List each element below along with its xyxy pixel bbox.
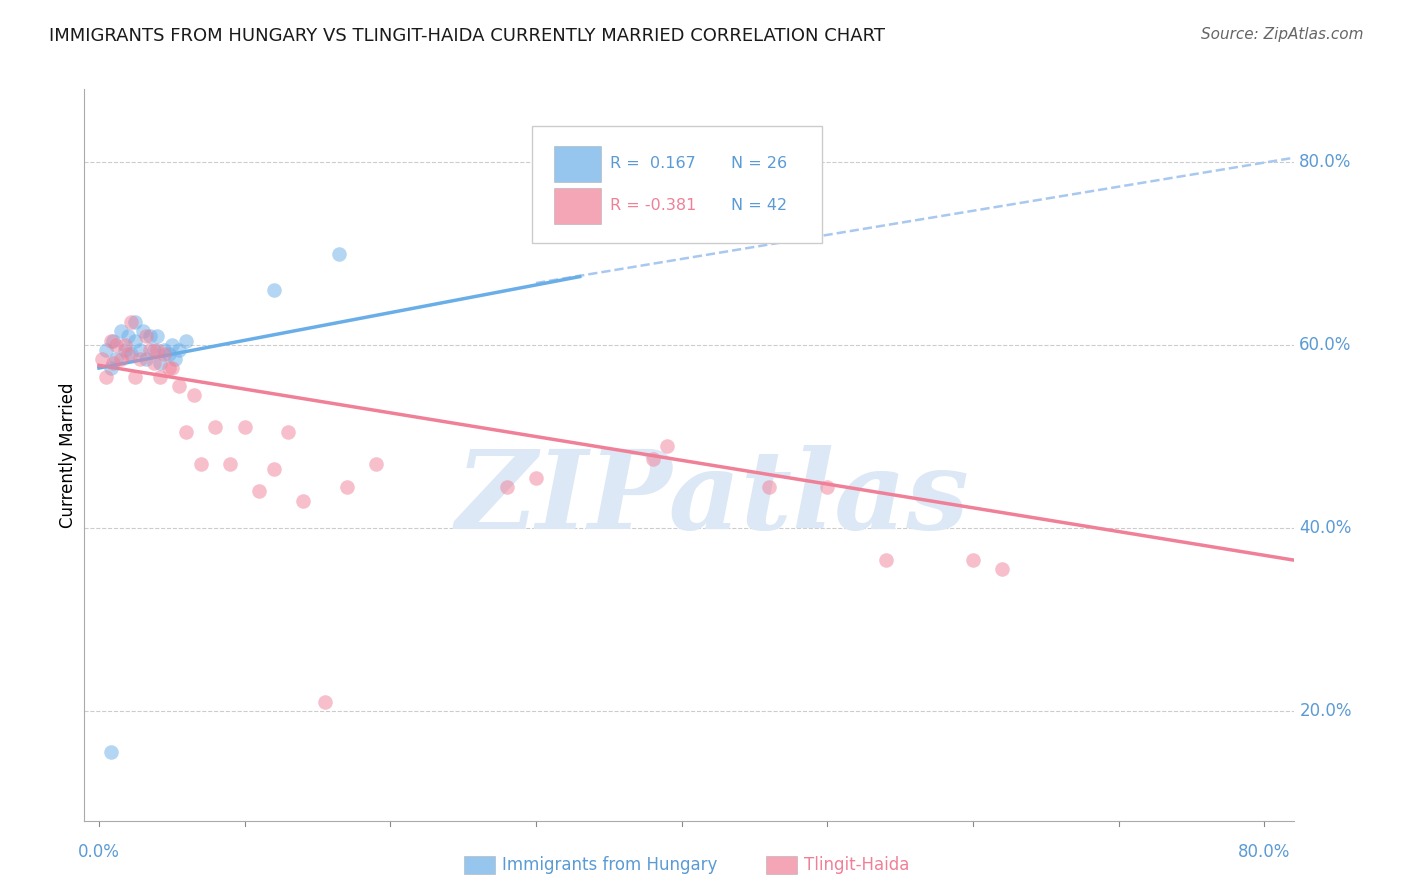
Point (524, 471, 547, 485)
Point (139, 329, 162, 343)
Text: 80.0%: 80.0% (1299, 153, 1351, 171)
Point (117, 347, 139, 361)
Point (157, 347, 180, 361)
Point (176, 334, 198, 348)
Text: 0.0%: 0.0% (77, 844, 120, 862)
Point (233, 420, 256, 434)
Point (100, 745, 122, 759)
Point (167, 343, 190, 357)
Point (124, 315, 146, 329)
Text: 20.0%: 20.0% (1299, 702, 1351, 720)
Point (190, 457, 212, 471)
Text: N = 26: N = 26 (731, 156, 787, 171)
Point (219, 457, 242, 471)
Point (183, 388, 205, 402)
Point (160, 338, 183, 352)
Point (103, 334, 125, 348)
Point (247, 484, 270, 499)
Point (124, 370, 146, 384)
Point (875, 553, 897, 567)
Point (167, 379, 190, 393)
Point (146, 343, 169, 357)
Text: R =  0.167: R = 0.167 (610, 156, 696, 171)
Point (263, 461, 285, 475)
Point (143, 343, 166, 357)
Point (160, 361, 183, 376)
Point (263, 283, 285, 297)
Point (128, 343, 150, 357)
Point (149, 356, 172, 371)
FancyBboxPatch shape (531, 126, 823, 243)
Text: ZIPatlas: ZIPatlas (456, 445, 970, 552)
Point (110, 351, 132, 366)
Text: 40.0%: 40.0% (1299, 519, 1351, 537)
Point (120, 315, 142, 329)
Point (153, 347, 176, 361)
Point (135, 329, 157, 343)
Point (163, 351, 186, 366)
Point (314, 695, 336, 709)
Text: Tlingit-Haida: Tlingit-Haida (804, 856, 910, 874)
FancyBboxPatch shape (554, 146, 600, 182)
Point (146, 329, 169, 343)
Point (291, 493, 314, 508)
Point (96, 343, 118, 357)
Point (495, 480, 517, 494)
Point (641, 452, 664, 467)
Point (815, 480, 838, 494)
Point (131, 325, 153, 339)
Point (96, 370, 118, 384)
Point (103, 356, 125, 371)
Point (143, 356, 166, 371)
Point (157, 361, 180, 376)
Point (120, 347, 142, 361)
Y-axis label: Currently Married: Currently Married (59, 382, 77, 528)
Point (962, 553, 984, 567)
Point (105, 351, 128, 366)
Point (110, 325, 132, 339)
Point (277, 425, 299, 439)
Point (105, 338, 128, 352)
Point (124, 334, 146, 348)
Point (364, 457, 387, 471)
Text: Immigrants from Hungary: Immigrants from Hungary (502, 856, 717, 874)
Point (100, 361, 122, 376)
Point (139, 343, 162, 357)
Text: Source: ZipAtlas.com: Source: ZipAtlas.com (1201, 27, 1364, 42)
Point (149, 370, 172, 384)
Point (114, 343, 136, 357)
Point (991, 562, 1014, 576)
Text: IMMIGRANTS FROM HUNGARY VS TLINGIT-HAIDA CURRENTLY MARRIED CORRELATION CHART: IMMIGRANTS FROM HUNGARY VS TLINGIT-HAIDA… (49, 27, 886, 45)
Point (758, 480, 780, 494)
Point (176, 425, 198, 439)
Text: N = 42: N = 42 (731, 198, 787, 213)
Point (100, 334, 122, 348)
Point (204, 420, 226, 434)
Point (114, 338, 136, 352)
Point (336, 480, 359, 494)
Text: 60.0%: 60.0% (1299, 336, 1351, 354)
Point (135, 351, 157, 366)
Text: R = -0.381: R = -0.381 (610, 198, 697, 213)
Text: 80.0%: 80.0% (1239, 844, 1291, 862)
Point (328, 246, 350, 260)
Point (128, 351, 150, 366)
FancyBboxPatch shape (554, 188, 600, 224)
Point (153, 343, 176, 357)
Point (655, 439, 678, 453)
Point (90, 351, 112, 366)
Point (117, 329, 139, 343)
